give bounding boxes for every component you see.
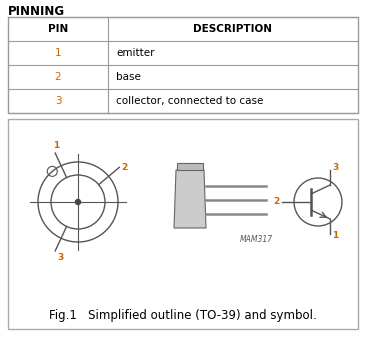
Text: 3: 3 xyxy=(332,163,338,173)
Text: 2: 2 xyxy=(274,197,280,207)
Text: Fig.1   Simplified outline (TO-39) and symbol.: Fig.1 Simplified outline (TO-39) and sym… xyxy=(49,308,317,321)
Text: base: base xyxy=(116,72,141,82)
Text: DESCRIPTION: DESCRIPTION xyxy=(193,24,273,34)
Bar xyxy=(8,119,358,329)
Text: 2: 2 xyxy=(121,163,128,172)
Text: PINNING: PINNING xyxy=(8,5,65,18)
Text: 1: 1 xyxy=(55,48,61,58)
Text: 2: 2 xyxy=(55,72,61,82)
Bar xyxy=(8,17,358,113)
Text: 1: 1 xyxy=(332,232,338,241)
Text: emitter: emitter xyxy=(116,48,155,58)
Text: 1: 1 xyxy=(53,141,59,150)
Circle shape xyxy=(76,200,80,205)
Text: 3: 3 xyxy=(57,253,63,262)
Polygon shape xyxy=(174,170,206,228)
Text: PIN: PIN xyxy=(48,24,68,34)
Text: collector, connected to case: collector, connected to case xyxy=(116,96,264,106)
Text: MAM317: MAM317 xyxy=(240,235,273,244)
Text: 3: 3 xyxy=(55,96,61,106)
Bar xyxy=(177,163,203,170)
